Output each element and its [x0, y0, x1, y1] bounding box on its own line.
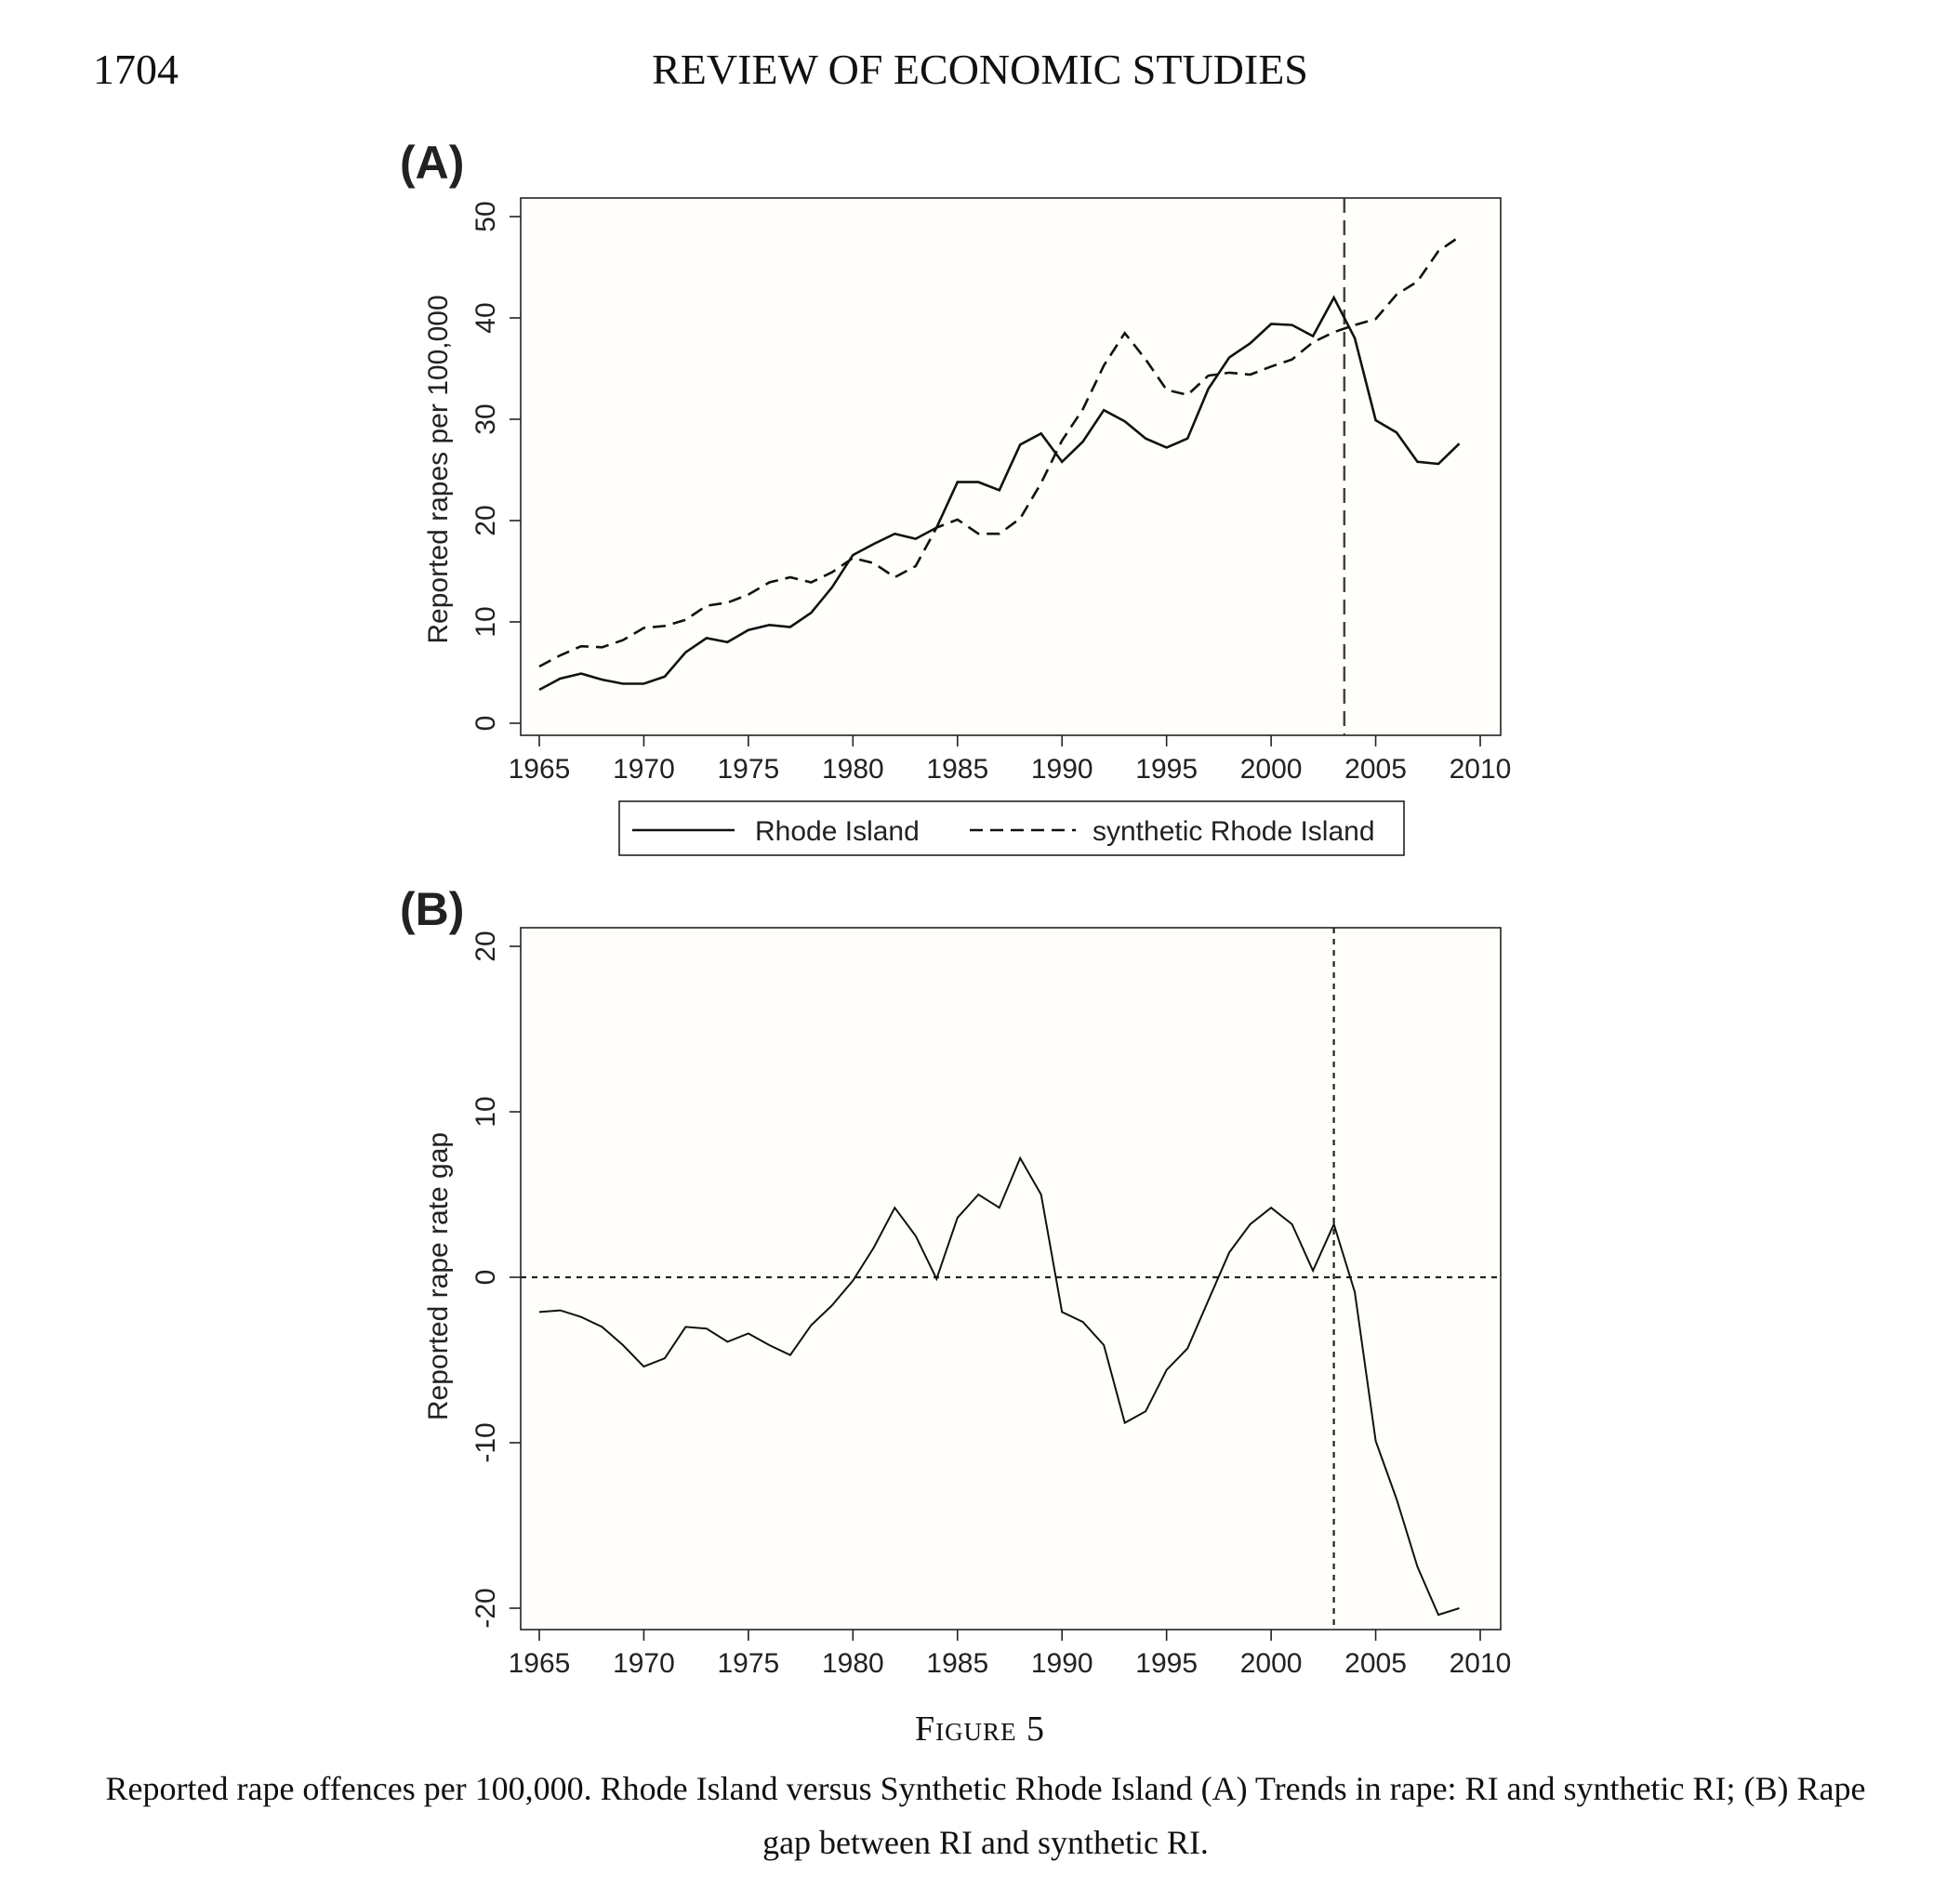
panel-b-series-gap [538, 1155, 1460, 1617]
x-tick-label: 1985 [926, 754, 988, 785]
x-tick-label: 1990 [1031, 1648, 1093, 1679]
panel-a-x-ticks: 1965 1970 1975 1980 1985 1990 1995 2000 2005 2010 [509, 735, 1512, 785]
legend-label-synthetic-rhode-island: synthetic Rhode Island [1093, 816, 1375, 847]
panel-a-y-axis-label: Reported rapes per 100,000 [423, 295, 454, 643]
y-tick-label: 10 [470, 1096, 501, 1127]
panel-b-y-ticks: -20 -10 0 10 20 [470, 931, 521, 1629]
panel-b-y-axis-label: Reported rape rate gap [423, 1132, 454, 1420]
y-tick-label: 20 [470, 505, 501, 535]
panel-a-series-rhode-island [538, 295, 1461, 692]
x-tick-label: 1965 [509, 1648, 571, 1679]
x-tick-label: 2000 [1240, 754, 1303, 785]
panel-b-label: (B) [400, 883, 464, 935]
journal-title: REVIEW OF ECONOMIC STUDIES [652, 46, 1308, 93]
y-tick-label: 0 [470, 716, 501, 732]
x-tick-label: 1975 [718, 754, 780, 785]
x-tick-label: 2005 [1344, 1648, 1407, 1679]
figure-svg: (A) 0 10 20 30 40 50 1965 1970 1975 1980 1985 1990… [400, 137, 1511, 1679]
legend: Rhode Island synthetic Rhode Island [618, 800, 1405, 856]
legend-box [618, 800, 1405, 856]
panel-b-plot-frame [520, 927, 1502, 1631]
panel-a-y-ticks: 0 10 20 30 40 50 [470, 201, 521, 731]
y-tick-label: 20 [470, 931, 501, 961]
y-tick-label: 10 [470, 606, 501, 637]
panel-a-series-synthetic-rhode-island [538, 235, 1461, 668]
x-tick-label: 1995 [1135, 754, 1198, 785]
y-tick-label: 50 [470, 201, 501, 231]
page-number: 1704 [93, 46, 179, 93]
y-tick-label: 40 [470, 302, 501, 333]
panel-a: (A) 0 10 20 30 40 50 1965 1970 1975 1980 1985 1990… [400, 137, 1511, 785]
x-tick-label: 1985 [926, 1648, 988, 1679]
figure-caption-label: Figure 5 [914, 1710, 1046, 1749]
x-tick-label: 2010 [1450, 754, 1512, 785]
x-tick-label: 1980 [822, 1648, 884, 1679]
x-tick-label: 1990 [1031, 754, 1093, 785]
x-tick-label: 1975 [718, 1648, 780, 1679]
y-tick-label: -20 [470, 1588, 501, 1628]
figure-caption-text: Reported rape offences per 100,000. Rhod… [105, 1770, 1866, 1861]
x-tick-label: 1995 [1135, 1648, 1198, 1679]
panel-a-label: (A) [400, 137, 464, 189]
x-tick-label: 1965 [509, 754, 571, 785]
x-tick-label: 2010 [1450, 1648, 1512, 1679]
x-tick-label: 1970 [613, 1648, 675, 1679]
panel-b-x-ticks: 1965 1970 1975 1980 1985 1990 1995 2000 2005 2010 [509, 1630, 1512, 1679]
y-tick-label: 0 [470, 1270, 501, 1286]
x-tick-label: 1980 [822, 754, 884, 785]
panel-b: (B) -20 -10 0 10 20 1965 1970 1975 1980 1985 1990… [400, 883, 1511, 1679]
x-tick-label: 2000 [1240, 1648, 1303, 1679]
y-tick-label: -10 [470, 1422, 501, 1462]
x-tick-label: 1970 [613, 754, 675, 785]
legend-label-rhode-island: Rhode Island [755, 816, 920, 847]
y-tick-label: 30 [470, 403, 501, 434]
x-tick-label: 2005 [1344, 754, 1407, 785]
